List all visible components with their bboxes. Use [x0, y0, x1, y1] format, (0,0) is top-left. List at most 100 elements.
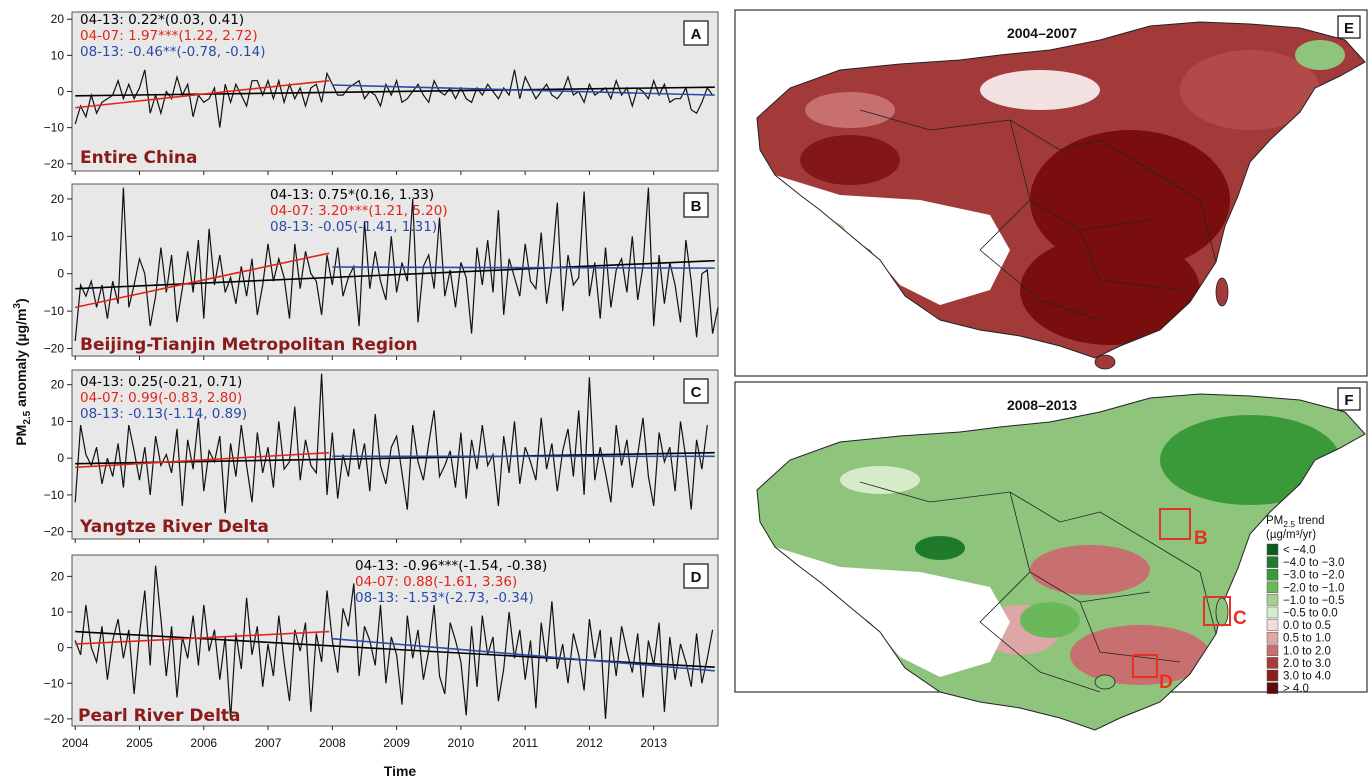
map-letter-e: E [1344, 20, 1354, 37]
panel-letter-box [683, 20, 709, 46]
y-tick-label: 20 [51, 569, 65, 583]
x-tick-label: 2005 [126, 736, 153, 750]
taiwan-island-e [1215, 277, 1229, 307]
legend-label: −1.0 to −0.5 [1283, 595, 1344, 607]
trend-line-08-13 [332, 84, 715, 96]
x-tick-label: 2013 [640, 736, 667, 750]
map-title-e: 2004–2007 [1007, 25, 1077, 41]
trend-line-04-07 [75, 451, 330, 469]
hainan-island-e [1094, 354, 1116, 370]
trend-stat: 04-07: 0.88(-1.61, 3.36) [355, 574, 517, 590]
trend-line-08-13 [332, 266, 715, 269]
legend-swatch [1266, 606, 1279, 619]
map-letter-box-f [1337, 387, 1361, 411]
y-tick-label: 0 [57, 267, 64, 281]
map-letter-box-e [1337, 15, 1361, 39]
y-tick-label: 0 [57, 451, 64, 465]
y-tick-label: −20 [44, 712, 65, 726]
panel-letter-box [683, 378, 709, 404]
legend-label: < −4.0 [1283, 545, 1316, 557]
y-tick-label: −10 [44, 121, 65, 135]
y-tick-label: −20 [44, 342, 65, 356]
region-box-label-c: C [1233, 608, 1247, 629]
legend-label: 3.0 to 4.0 [1283, 671, 1331, 683]
region-label: Yangtze River Delta [79, 517, 269, 537]
trend-line-08-13 [332, 637, 715, 672]
trend-stat: 08-13: -0.46**(-0.78, -0.14) [80, 44, 265, 60]
legend-label: 2.0 to 3.0 [1283, 658, 1331, 670]
legend-swatch [1266, 556, 1279, 568]
y-tick-label: 20 [51, 378, 65, 392]
legend-swatch [1266, 594, 1279, 606]
trend-stat: 04-07: 0.99(-0.83, 2.80) [80, 390, 242, 406]
legend-swatch [1266, 631, 1279, 644]
y-tick-label: −10 [44, 676, 65, 690]
region-box-label-d: D [1159, 672, 1173, 693]
y-tick-label: −10 [44, 304, 65, 318]
region-box-c [1203, 596, 1231, 626]
panel-b: 20 10 0 −10 −20 04-13: 0.75*(0.16, 1.33)04-07… [44, 183, 719, 360]
map-panel-f: 2008–2013 F B C D PM2.5 trend [734, 381, 1368, 731]
legend-swatch [1266, 619, 1279, 631]
legend-swatch [1266, 581, 1279, 594]
y-tick-label: −20 [44, 525, 65, 539]
region-label: Entire China [80, 148, 197, 168]
legend-label: −3.0 to −2.0 [1283, 570, 1344, 582]
panel-a: 20 10 0 −10 −20 04-13: 0.22*(0.03, 0.41)04-07… [44, 11, 719, 175]
y-tick-label: 10 [51, 414, 65, 428]
y-tick-label: 0 [57, 641, 64, 655]
panel-letter: D [691, 569, 702, 586]
legend-label: 1.0 to 2.0 [1283, 645, 1331, 657]
x-tick-label: 2004 [62, 736, 89, 750]
region-label: Beijing-Tianjin Metropolitan Region [80, 335, 418, 355]
y-tick-label: 10 [51, 605, 65, 619]
y-tick-label: 10 [51, 229, 65, 243]
x-tick-label: 2009 [383, 736, 410, 750]
panel-letter: A [691, 26, 702, 43]
legend-title: PM2.5 trend [1266, 515, 1325, 529]
anomaly-series [74, 187, 719, 342]
y-tick-label: −10 [44, 488, 65, 502]
china-outline-f [756, 393, 1366, 731]
panel-letter: C [691, 384, 702, 401]
region-box-label-b: B [1194, 528, 1208, 549]
panel-letter-box [683, 192, 709, 218]
legend-label: 0.5 to 1.0 [1283, 633, 1331, 645]
x-tick-label: 2008 [319, 736, 346, 750]
panel-letter-box [683, 563, 709, 589]
panel-letter: B [691, 198, 702, 215]
x-axis-title: Time [384, 763, 417, 779]
region-box-b [1159, 508, 1191, 540]
y-tick-label: 20 [51, 12, 65, 26]
legend-swatch [1266, 644, 1279, 657]
x-tick-label: 2007 [255, 736, 282, 750]
y-tick-label: 10 [51, 48, 65, 62]
trend-stat: 08-13: -0.05(-1.41, 1.31) [270, 219, 437, 235]
legend-swatch [1266, 669, 1279, 682]
trend-stat: 04-13: 0.25(-0.21, 0.71) [80, 374, 242, 390]
legend-label: −0.5 to 0.0 [1283, 608, 1338, 620]
x-tick-label: 2012 [576, 736, 603, 750]
legend-label: 0.0 to 0.5 [1283, 620, 1331, 632]
china-outline-e [756, 21, 1366, 359]
panel-c: 20 10 0 −10 −20 04-13: 0.25(-0.21, 0.71)04-07… [44, 369, 719, 543]
hainan-island-f [1094, 674, 1116, 690]
map-title-f: 2008–2013 [1007, 397, 1077, 413]
legend-label: > 4.0 [1283, 683, 1309, 695]
legend-swatch [1266, 657, 1279, 669]
legend-unit: (µg/m³/yr) [1266, 529, 1316, 541]
map-letter-f: F [1344, 392, 1353, 409]
trend-line-04-07 [75, 630, 330, 645]
map-legend: PM2.5 trend (µg/m³/yr) < −4.0−4.0 to −3.… [1266, 515, 1344, 695]
legend-swatch [1266, 568, 1279, 581]
map-panel-e: 2004–2007 E [734, 9, 1368, 377]
trend-stat: 08-13: -1.53*(-2.73, -0.34) [355, 590, 534, 606]
legend-label: −4.0 to −3.0 [1283, 557, 1344, 569]
legend-swatch [1266, 543, 1279, 556]
trend-stat: 04-13: -0.96***(-1.54, -0.38) [355, 558, 547, 574]
trend-line-04-13 [75, 86, 715, 97]
x-tick-label: 2006 [190, 736, 217, 750]
